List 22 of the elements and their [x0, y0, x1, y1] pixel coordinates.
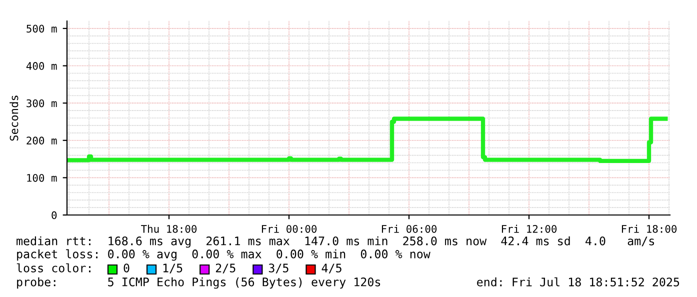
- text: loss color:: [16, 263, 90, 272]
- text: packet loss: 0.00 % avg 0.00 % max 0.00 % min 0.00 % now: [17, 249, 430, 261]
- y-tick-label: 0: [52, 211, 57, 220]
- y-tick-label: 300 m: [26, 99, 57, 108]
- y-tick-label: 100 m: [27, 174, 57, 182]
- text: 3/5: [268, 264, 288, 274]
- text: 0: [124, 264, 130, 272]
- text: median rtt: 168.6 ms avg 261.1 ms max 147.0 ms min 258.0 ms now 42.4 ms sd 4.0 am/s: [16, 236, 654, 248]
- y-tick-label: 400 m: [26, 62, 57, 70]
- x-tick-label: Thu 18:00: [141, 224, 197, 233]
- text: 2/5: [216, 264, 236, 274]
- text: 4/5: [322, 264, 342, 274]
- text: end: Fri Jul 18 18:51:52 2025: [477, 277, 680, 286]
- x-tick-label: Fri 00:00: [262, 224, 317, 233]
- y-axis-title: Seconds: [10, 96, 18, 141]
- y-tick-label: 500 m: [26, 24, 57, 33]
- text: 1/5: [163, 264, 182, 274]
- x-tick-label: Fri 12:00: [502, 224, 557, 233]
- text: probe: 5 ICMP Echo Pings (56 Bytes) every 120s: [17, 277, 380, 289]
- x-tick-label: Fri 06:00: [382, 224, 437, 233]
- x-tick-label: Fri 18:00: [622, 224, 677, 233]
- y-tick-label: 200 m: [26, 136, 57, 145]
